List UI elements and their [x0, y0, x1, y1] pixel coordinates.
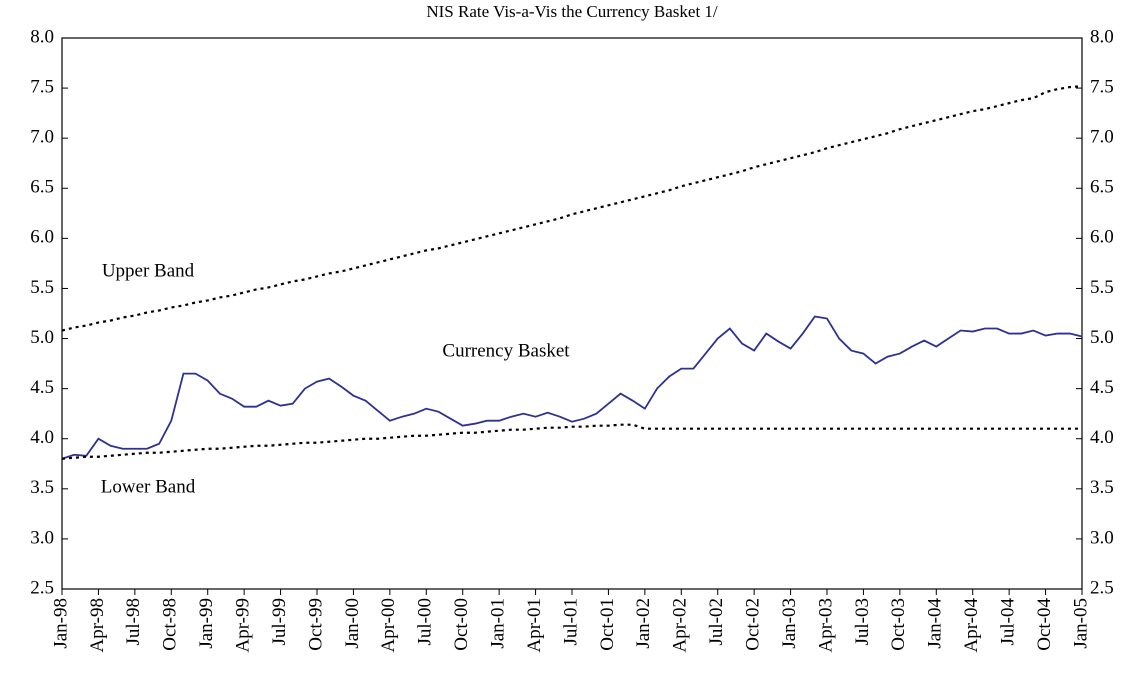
y2-tick-label: 5.0 — [1090, 327, 1114, 348]
y2-tick-label: 3.0 — [1090, 527, 1114, 548]
x-tick-label: Jan-98 — [50, 598, 71, 649]
y-tick-label: 3.5 — [30, 477, 54, 498]
y-tick-label: 5.0 — [30, 327, 54, 348]
y-tick-label: 7.0 — [30, 127, 54, 148]
series-line — [61, 84, 1083, 332]
x-tick-label: Jul-99 — [269, 598, 290, 646]
y2-tick-label: 7.5 — [1090, 76, 1114, 97]
x-tick-label: Apr-00 — [378, 598, 399, 653]
x-tick-label: Oct-00 — [451, 598, 472, 651]
series-label: Upper Band — [102, 260, 195, 281]
y-tick-label: 2.5 — [30, 577, 54, 598]
x-tick-label: Jan-00 — [342, 598, 363, 649]
y-tick-label: 4.0 — [30, 427, 54, 448]
x-tick-label: Jul-02 — [706, 598, 727, 646]
y2-tick-label: 3.5 — [1090, 477, 1114, 498]
y-tick-label: 4.5 — [30, 377, 54, 398]
x-tick-label: Oct-01 — [597, 598, 618, 651]
x-tick-label: Oct-04 — [1034, 598, 1055, 651]
x-tick-label: Oct-98 — [160, 598, 181, 651]
x-tick-label: Apr-98 — [87, 598, 108, 653]
x-tick-label: Apr-01 — [524, 598, 545, 653]
x-tick-label: Jan-04 — [925, 598, 946, 649]
y2-tick-label: 6.5 — [1090, 177, 1114, 198]
x-tick-label: Oct-03 — [888, 598, 909, 651]
x-tick-label: Jan-05 — [1070, 598, 1091, 649]
y-tick-label: 5.5 — [30, 277, 54, 298]
plot-frame — [61, 37, 1083, 590]
series-label: Lower Band — [101, 476, 196, 497]
x-tick-label: Apr-99 — [233, 598, 254, 653]
x-tick-label: Jul-00 — [415, 598, 436, 646]
x-tick-label: Jan-03 — [779, 598, 800, 649]
y-tick-label: 7.5 — [30, 76, 54, 97]
y2-tick-label: 5.5 — [1090, 277, 1114, 298]
chart-title: NIS Rate Vis-a-Vis the Currency Basket 1… — [426, 2, 718, 21]
y2-tick-label: 4.0 — [1090, 427, 1114, 448]
y-tick-label: 6.5 — [30, 177, 54, 198]
y-tick-label: 6.0 — [30, 227, 54, 248]
x-tick-label: Oct-02 — [743, 598, 764, 651]
x-tick-label: Apr-02 — [670, 598, 691, 653]
y2-tick-label: 4.5 — [1090, 377, 1114, 398]
series-label: Currency Basket — [442, 340, 570, 361]
x-tick-label: Apr-03 — [815, 598, 836, 653]
series-line — [61, 423, 1082, 460]
x-tick-label: Jul-03 — [852, 598, 873, 646]
y2-tick-label: 7.0 — [1090, 127, 1114, 148]
x-tick-label: Jan-01 — [488, 598, 509, 649]
x-tick-label: Jan-99 — [196, 598, 217, 649]
x-tick-label: Jan-02 — [633, 598, 654, 649]
y2-tick-label: 6.0 — [1090, 227, 1114, 248]
y-tick-label: 3.0 — [30, 527, 54, 548]
series-line — [61, 315, 1083, 460]
x-tick-label: Apr-04 — [961, 598, 982, 653]
x-tick-label: Jul-04 — [998, 598, 1019, 646]
x-tick-label: Jul-98 — [123, 598, 144, 646]
x-tick-label: Oct-99 — [305, 598, 326, 651]
y-tick-label: 8.0 — [30, 26, 54, 47]
y2-tick-label: 8.0 — [1090, 26, 1114, 47]
y2-tick-label: 2.5 — [1090, 577, 1114, 598]
x-tick-label: Jul-01 — [560, 598, 581, 646]
